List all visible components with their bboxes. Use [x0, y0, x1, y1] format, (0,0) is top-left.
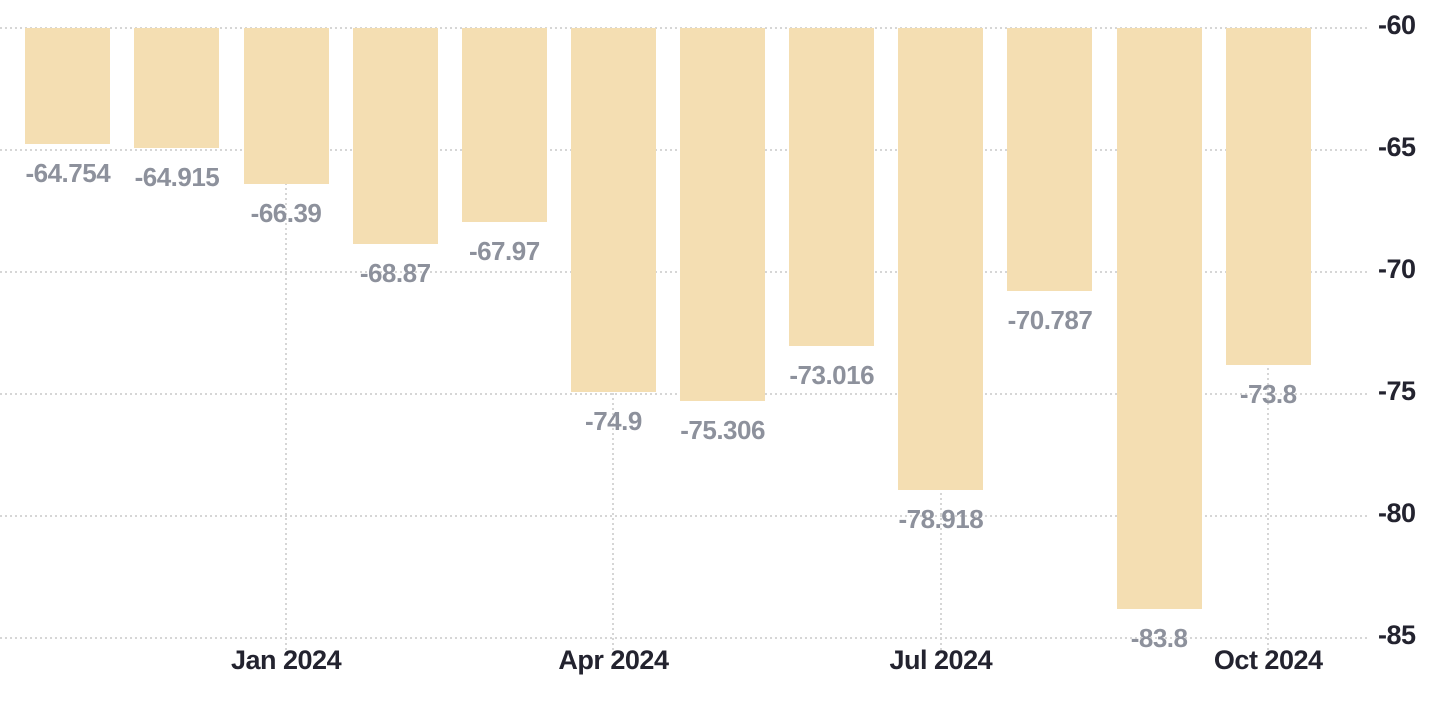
- x-axis-tick-label: Oct 2024: [1213, 645, 1323, 675]
- y-axis-tick-label: -75: [1378, 376, 1416, 406]
- y-axis-tick-label: -80: [1378, 498, 1416, 528]
- bar[interactable]: [243, 28, 329, 184]
- y-axis-tick-label: -65: [1378, 132, 1416, 162]
- bar[interactable]: [25, 28, 111, 144]
- bar[interactable]: [1116, 28, 1202, 609]
- bar[interactable]: [789, 28, 875, 346]
- y-axis-tick-label: -85: [1378, 620, 1416, 650]
- x-axis-tick-label: Jan 2024: [231, 645, 342, 675]
- x-axis-tick-label: Jul 2024: [889, 645, 993, 675]
- bar-value-label: -73.016: [789, 359, 875, 390]
- bar[interactable]: [352, 28, 438, 245]
- bar[interactable]: [1007, 28, 1093, 292]
- bar[interactable]: [461, 28, 547, 223]
- y-axis-tick-label: -60: [1378, 10, 1416, 40]
- bar[interactable]: [134, 28, 220, 148]
- bar-value-label: -73.8: [1239, 378, 1297, 409]
- y-axis-tick-label: -70: [1378, 254, 1416, 284]
- x-axis-tick-label: Apr 2024: [558, 645, 669, 675]
- bar-value-label: -83.8: [1130, 622, 1188, 653]
- bar[interactable]: [898, 28, 984, 490]
- bar-value-label: -64.915: [134, 161, 220, 192]
- bar-value-label: -78.918: [898, 503, 984, 534]
- horizontal-gridline: [0, 515, 1370, 517]
- bar-value-label: -70.787: [1007, 305, 1093, 336]
- bar-value-label: -75.306: [680, 415, 765, 446]
- bar[interactable]: [570, 28, 656, 392]
- bar-value-label: -67.97: [468, 236, 540, 267]
- bar[interactable]: [680, 28, 766, 402]
- bar-value-label: -74.9: [585, 405, 642, 436]
- bar-value-label: -68.87: [359, 258, 431, 289]
- bar-value-label: -66.39: [250, 197, 322, 228]
- vertical-gridline: [285, 28, 288, 652]
- bar-value-label: -64.754: [25, 157, 111, 188]
- horizontal-gridline: [0, 637, 1370, 639]
- bar[interactable]: [1225, 28, 1311, 365]
